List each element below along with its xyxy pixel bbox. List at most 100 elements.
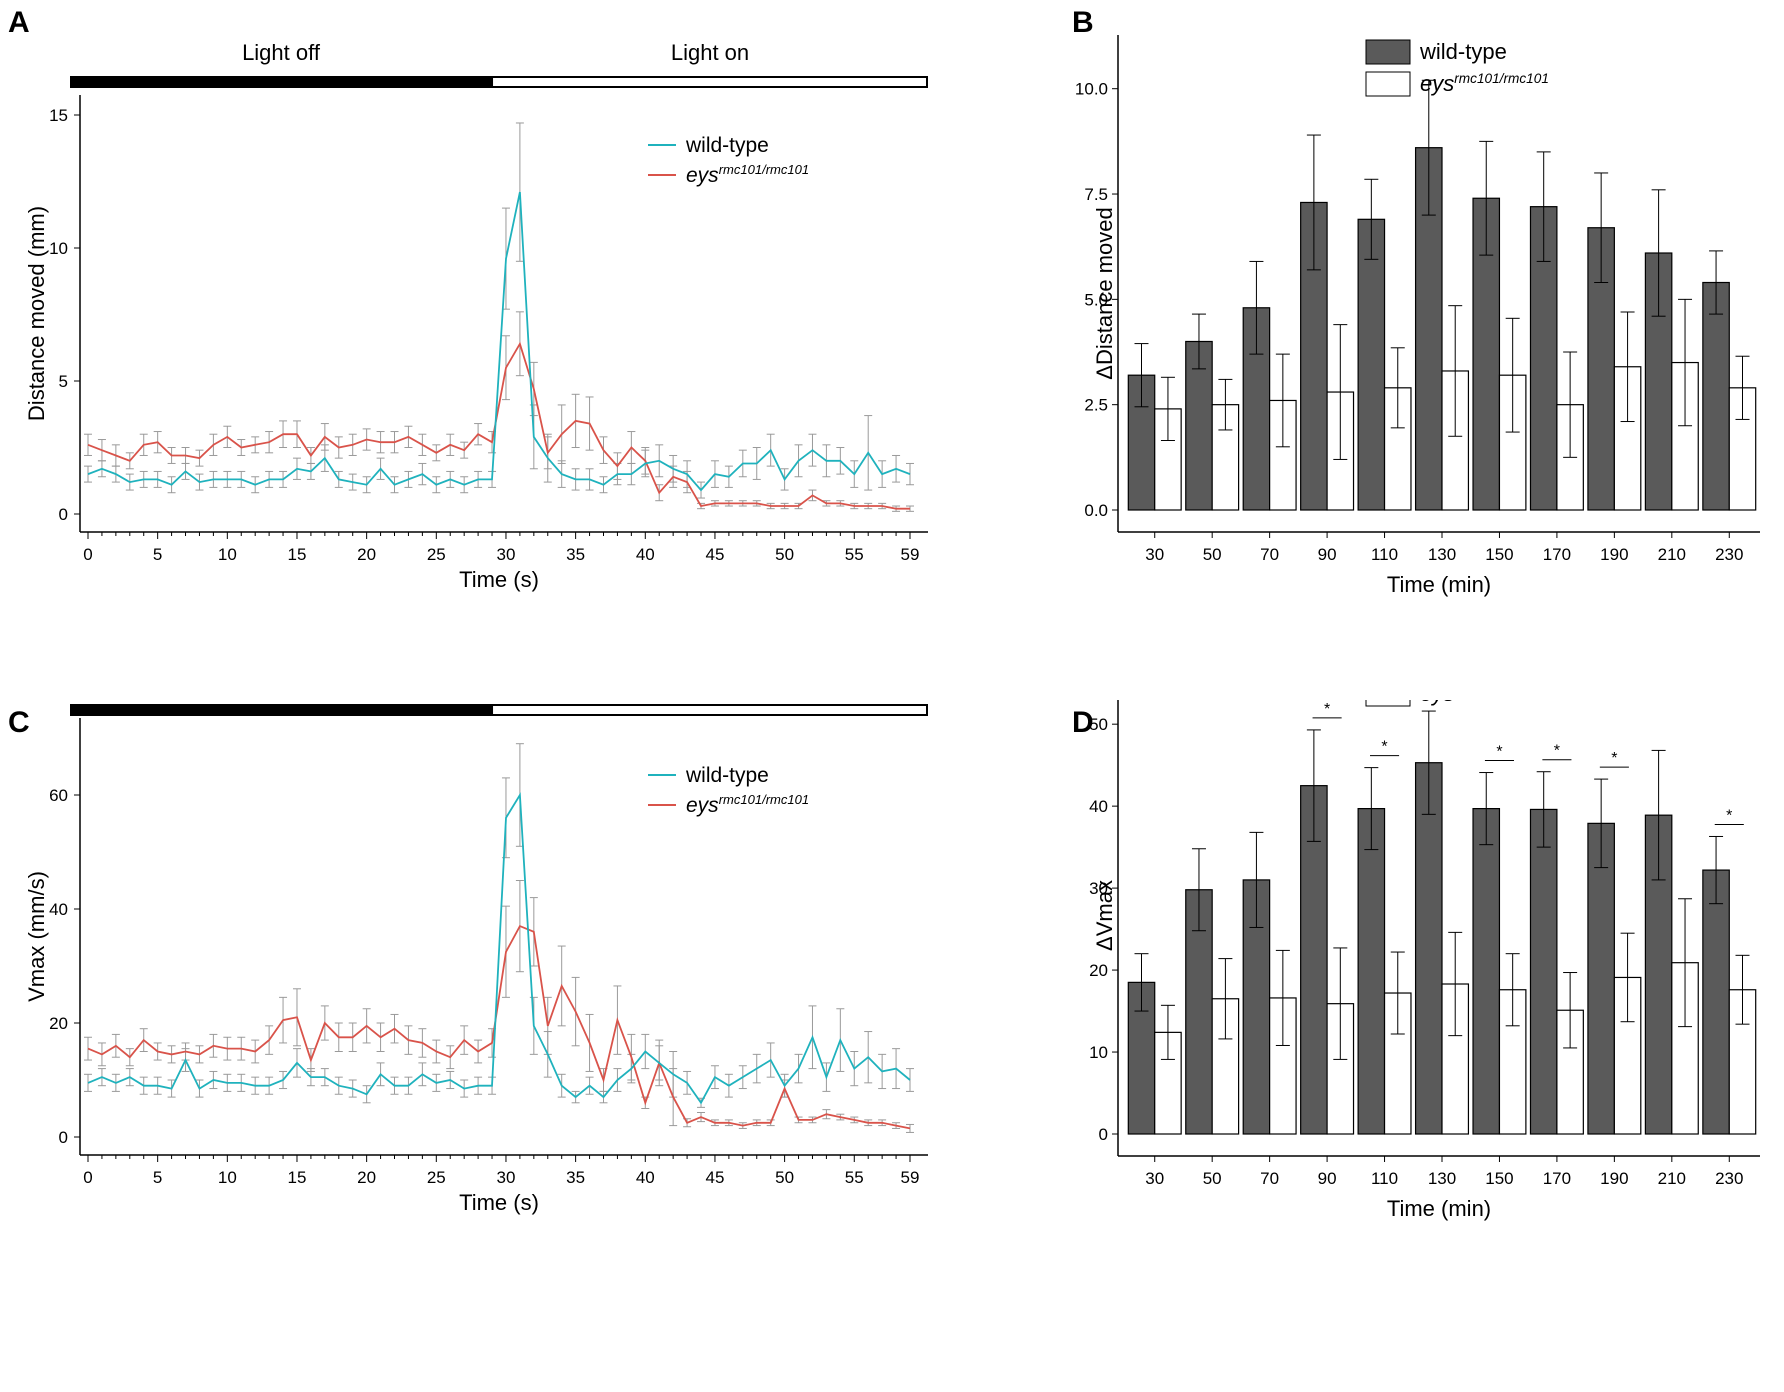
series-line-wt — [87, 191, 911, 492]
x-tick-label: 5 — [153, 1168, 162, 1187]
x-tick-label: 30 — [497, 1168, 516, 1187]
x-tick-label: 170 — [1543, 545, 1571, 564]
significance-star: * — [1726, 807, 1732, 824]
y-tick-label: 50 — [1089, 715, 1108, 734]
y-tick-label: 0.0 — [1084, 501, 1108, 520]
x-tick-label: 230 — [1715, 545, 1743, 564]
x-tick-label: 55 — [845, 545, 864, 564]
x-tick-label: 50 — [1203, 1169, 1222, 1188]
bar-mut — [1556, 1009, 1584, 1135]
x-tick-label: 0 — [83, 1168, 92, 1187]
x-tick-label: 90 — [1318, 1169, 1337, 1188]
y-tick-label: 0 — [1099, 1125, 1108, 1144]
y-axis-label: Distance moved (mm) — [24, 206, 49, 421]
x-tick-label: 15 — [288, 545, 307, 564]
x-tick-label: 70 — [1260, 545, 1279, 564]
line-chart-distance: A Light off Light on 0 5 10 15 0 5 10 15 20 25 30 35 40… — [8, 6, 928, 592]
y-tick-label: 0 — [59, 505, 68, 524]
series-line-wt — [87, 792, 911, 1105]
x-tick-label: 130 — [1428, 545, 1456, 564]
x-tick-label: 20 — [357, 1168, 376, 1187]
x-tick-label: 50 — [775, 545, 794, 564]
x-tick-label: 10 — [218, 545, 237, 564]
series-line-mut — [87, 924, 911, 1130]
y-tick-label: 10 — [1089, 1043, 1108, 1062]
y-tick-label: 20 — [49, 1014, 68, 1033]
bar-wt — [1414, 762, 1443, 1135]
x-tick-label: 35 — [566, 1168, 585, 1187]
significance-star: * — [1496, 744, 1502, 761]
x-tick-label: 30 — [1145, 545, 1164, 564]
bar-wt — [1472, 808, 1501, 1135]
light-off-bar — [70, 76, 493, 88]
panel-b: B 0.0 2.5 5.0 7.5 10.0 30 50 70 90 110 130 150 170 190… — [1060, 0, 1784, 690]
legend-swatch-wildtype — [1365, 39, 1411, 65]
legend-swatch-mutant — [1365, 681, 1411, 707]
x-tick-label: 5 — [153, 545, 162, 564]
y-axis-label: ΔVmax — [1092, 880, 1117, 951]
significance-star: * — [1324, 701, 1330, 718]
x-axis-label: Time (min) — [1387, 572, 1491, 597]
bar-wt — [1529, 808, 1558, 1135]
x-tick-label: 50 — [775, 1168, 794, 1187]
significance-star: * — [1381, 739, 1387, 756]
light-off-bar — [70, 704, 493, 716]
x-tick-label: 59 — [901, 545, 920, 564]
x-tick-label: 50 — [1203, 545, 1222, 564]
series-line-mut — [87, 341, 910, 510]
panel-label: C — [8, 706, 30, 739]
y-tick-label: 60 — [49, 786, 68, 805]
x-tick-label: 25 — [427, 545, 446, 564]
light-on-bar — [491, 704, 928, 716]
panel-label: D — [1072, 706, 1094, 739]
x-tick-label: 45 — [705, 545, 724, 564]
legend-label-mutant: eysrmc101/rmc101 — [1420, 71, 1549, 96]
bar-chart-distance: B 0.0 2.5 5.0 7.5 10.0 30 50 70 90 110 130 150 170 190… — [1072, 6, 1760, 597]
x-tick-label: 45 — [705, 1168, 724, 1187]
y-tick-label: 10 — [49, 239, 68, 258]
x-axis-label: Time (s) — [459, 1190, 539, 1215]
bar-wt — [1127, 374, 1156, 511]
x-tick-label: 150 — [1485, 1169, 1513, 1188]
significance-star: * — [1611, 750, 1617, 767]
legend-label-mutant: eysrmc101/rmc101 — [686, 162, 809, 187]
y-tick-label: 7.5 — [1084, 185, 1108, 204]
x-tick-label: 55 — [845, 1168, 864, 1187]
y-tick-label: 30 — [1089, 879, 1108, 898]
legend-label-mutant: eysrmc101/rmc101 — [686, 792, 809, 817]
bar-wt — [1472, 197, 1501, 511]
x-tick-label: 130 — [1428, 1169, 1456, 1188]
bar-wt — [1185, 340, 1213, 511]
y-tick-label: 40 — [1089, 797, 1108, 816]
legend-swatch-mutant — [1365, 71, 1411, 97]
x-tick-label: 230 — [1715, 1169, 1743, 1188]
light-on-bar — [491, 76, 928, 88]
y-axis-label: ΔDistance moved — [1092, 207, 1117, 379]
x-tick-label: 210 — [1658, 1169, 1686, 1188]
x-tick-label: 110 — [1371, 1169, 1398, 1188]
y-tick-label: 15 — [49, 106, 68, 125]
bar-wt — [1127, 981, 1156, 1135]
y-tick-label: 5.0 — [1084, 290, 1108, 309]
x-tick-label: 210 — [1658, 545, 1686, 564]
x-tick-label: 170 — [1543, 1169, 1571, 1188]
panel-d: D 0 10 20 30 40 50 30 50 70 90 110 130 150 170 190 210 23… — [1060, 649, 1784, 1387]
x-tick-label: 0 — [83, 545, 92, 564]
x-axis-label: Time (min) — [1387, 1196, 1491, 1221]
x-tick-label: 35 — [566, 545, 585, 564]
y-tick-label: 20 — [1089, 961, 1108, 980]
bar-wt — [1300, 785, 1328, 1135]
x-tick-label: 25 — [427, 1168, 446, 1187]
legend-label-wildtype: wild-type — [685, 134, 769, 157]
bar-chart-vmax: D 0 10 20 30 40 50 30 50 70 90 110 130 150 170 190 210 23… — [1072, 649, 1760, 1221]
x-tick-label: 15 — [288, 1168, 307, 1187]
y-tick-label: 40 — [49, 900, 68, 919]
x-tick-label: 40 — [636, 545, 655, 564]
x-tick-label: 10 — [218, 1168, 237, 1187]
x-tick-label: 190 — [1600, 1169, 1628, 1188]
y-tick-label: 2.5 — [1084, 396, 1108, 415]
legend-label-mutant: eysrmc101/rmc101 — [1420, 700, 1549, 706]
